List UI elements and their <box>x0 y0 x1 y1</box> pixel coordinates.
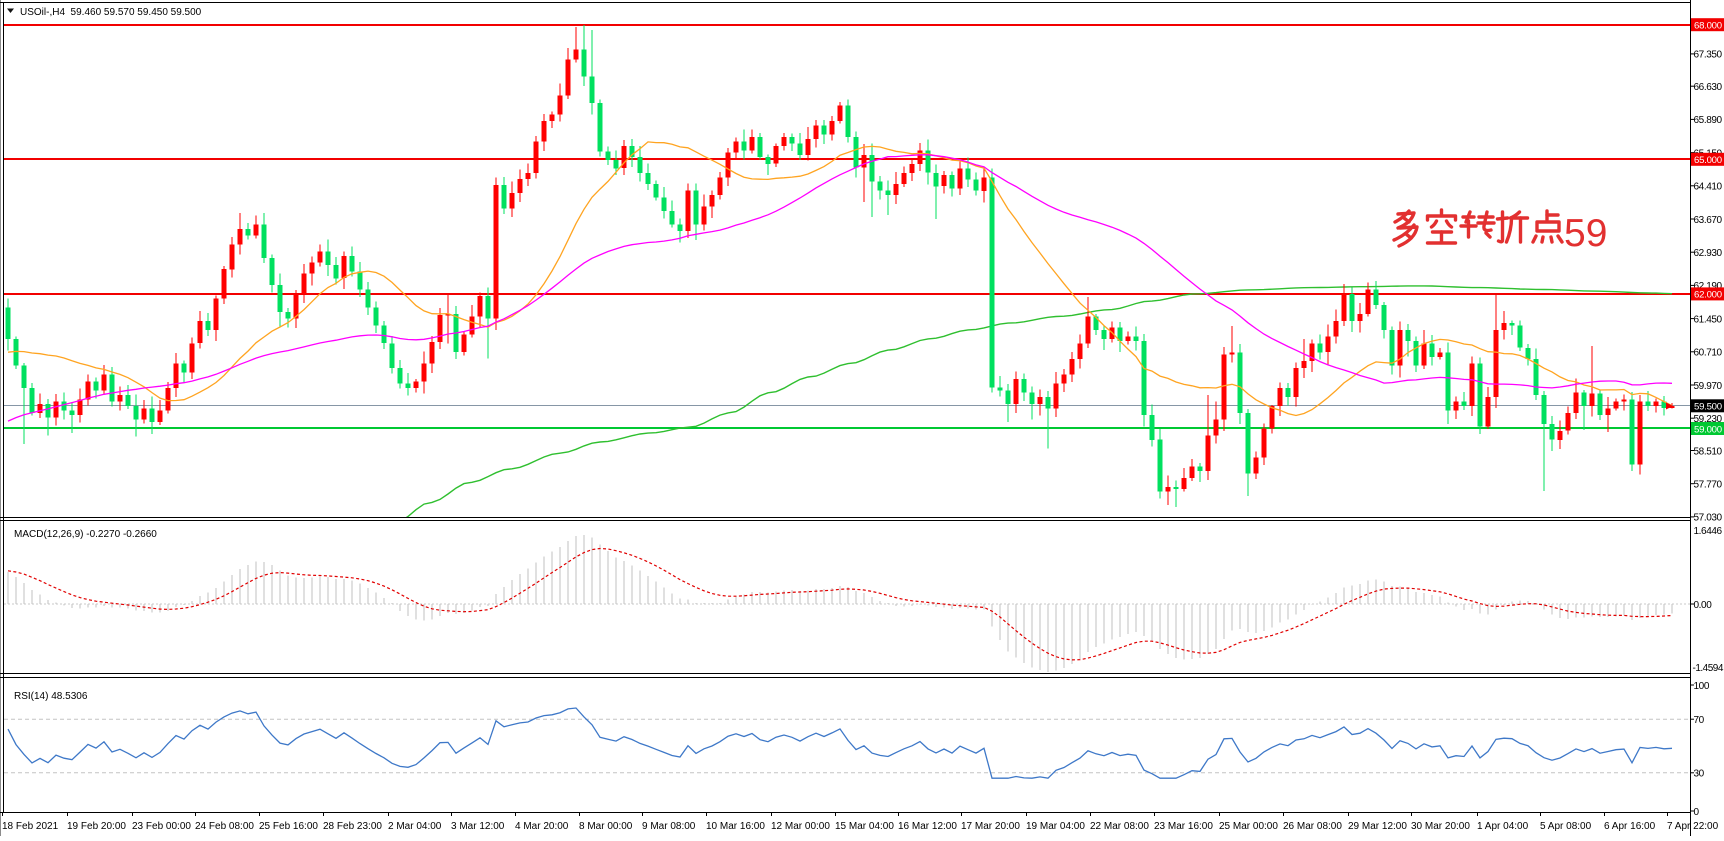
svg-text:62.930: 62.930 <box>1694 248 1723 259</box>
svg-text:8 Mar 00:00: 8 Mar 00:00 <box>579 821 633 832</box>
svg-text:62.000: 62.000 <box>1694 290 1722 301</box>
svg-text:64.410: 64.410 <box>1694 182 1723 193</box>
svg-text:15 Mar 04:00: 15 Mar 04:00 <box>835 821 894 832</box>
svg-text:19 Feb 20:00: 19 Feb 20:00 <box>67 821 126 832</box>
svg-text:6 Apr 16:00: 6 Apr 16:00 <box>1604 821 1656 832</box>
svg-text:24 Feb 08:00: 24 Feb 08:00 <box>195 821 254 832</box>
svg-text:12 Mar 00:00: 12 Mar 00:00 <box>771 821 830 832</box>
svg-text:MACD(12,26,9) -0.2270 -0.2660: MACD(12,26,9) -0.2270 -0.2660 <box>14 529 157 540</box>
svg-text:17 Mar 20:00: 17 Mar 20:00 <box>961 821 1020 832</box>
svg-text:26 Mar 08:00: 26 Mar 08:00 <box>1283 821 1342 832</box>
svg-text:23 Mar 16:00: 23 Mar 16:00 <box>1154 821 1213 832</box>
svg-text:59.970: 59.970 <box>1694 381 1723 392</box>
svg-text:70: 70 <box>1694 715 1705 726</box>
svg-text:1.6446: 1.6446 <box>1694 526 1723 537</box>
svg-text:22 Mar 08:00: 22 Mar 08:00 <box>1090 821 1149 832</box>
svg-text:63.670: 63.670 <box>1694 215 1723 226</box>
svg-text:-1.4594: -1.4594 <box>1693 663 1724 674</box>
svg-text:23 Feb 00:00: 23 Feb 00:00 <box>132 821 191 832</box>
svg-text:16 Mar 12:00: 16 Mar 12:00 <box>898 821 957 832</box>
svg-text:66.630: 66.630 <box>1694 82 1723 93</box>
svg-text:62.190: 62.190 <box>1694 281 1723 292</box>
svg-text:25 Feb 16:00: 25 Feb 16:00 <box>259 821 318 832</box>
svg-text:60.710: 60.710 <box>1694 348 1723 359</box>
svg-text:0: 0 <box>1694 807 1700 818</box>
svg-text:3 Mar 12:00: 3 Mar 12:00 <box>451 821 505 832</box>
svg-text:65.000: 65.000 <box>1694 155 1722 166</box>
svg-text:57.770: 57.770 <box>1694 480 1723 491</box>
svg-text:9 Mar 08:00: 9 Mar 08:00 <box>642 821 696 832</box>
svg-text:0.00: 0.00 <box>1694 600 1713 611</box>
svg-text:28 Feb 23:00: 28 Feb 23:00 <box>323 821 382 832</box>
svg-text:100: 100 <box>1694 681 1710 692</box>
svg-text:61.450: 61.450 <box>1694 314 1723 325</box>
svg-text:57.030: 57.030 <box>1694 513 1723 524</box>
svg-text:25 Mar 00:00: 25 Mar 00:00 <box>1219 821 1278 832</box>
svg-text:65.890: 65.890 <box>1694 115 1723 126</box>
svg-text:2 Mar 04:00: 2 Mar 04:00 <box>388 821 442 832</box>
svg-text:USOil-,H4 59.460 59.570 59.45: USOil-,H4 59.460 59.570 59.450 59.500 <box>20 7 202 18</box>
svg-text:RSI(14) 48.5306: RSI(14) 48.5306 <box>14 691 88 702</box>
svg-text:68.000: 68.000 <box>1694 21 1722 32</box>
svg-text:58.510: 58.510 <box>1694 446 1723 457</box>
svg-text:67.350: 67.350 <box>1694 50 1723 61</box>
svg-text:59.000: 59.000 <box>1694 424 1722 435</box>
svg-text:10 Mar 16:00: 10 Mar 16:00 <box>706 821 765 832</box>
svg-text:29 Mar 12:00: 29 Mar 12:00 <box>1348 821 1407 832</box>
svg-text:7 Apr 22:00: 7 Apr 22:00 <box>1667 821 1719 832</box>
svg-text:30 Mar 20:00: 30 Mar 20:00 <box>1411 821 1470 832</box>
svg-text:4 Mar 20:00: 4 Mar 20:00 <box>515 821 569 832</box>
svg-text:59.500: 59.500 <box>1694 402 1722 413</box>
svg-text:1 Apr 04:00: 1 Apr 04:00 <box>1477 821 1529 832</box>
svg-text:18 Feb 2021: 18 Feb 2021 <box>2 821 59 832</box>
svg-text:19 Mar 04:00: 19 Mar 04:00 <box>1026 821 1085 832</box>
svg-text:59.230: 59.230 <box>1694 414 1723 425</box>
svg-text:30: 30 <box>1694 769 1705 780</box>
svg-text:5 Apr 08:00: 5 Apr 08:00 <box>1540 821 1592 832</box>
svg-text:59: 59 <box>1564 212 1607 255</box>
